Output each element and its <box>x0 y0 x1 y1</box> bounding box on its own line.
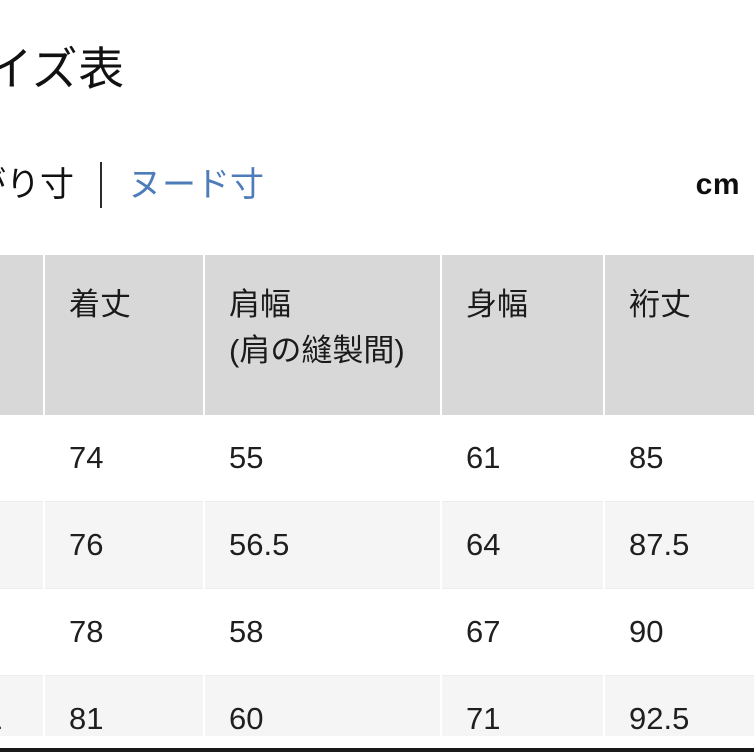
table-header-row: サイズ 着丈 肩幅 (肩の縫製間) 身幅 裄丈 <box>0 255 754 416</box>
tab-finished-measurement[interactable]: 仕上がり寸 <box>0 166 74 204</box>
cell-sleeve: 87.5 <box>604 501 754 590</box>
cell-shoulder: 55 <box>204 415 442 503</box>
table-row: XL 81 60 71 92.5 <box>0 675 754 736</box>
size-table-body: S 74 55 61 85 M 76 56.5 64 87.5 L <box>0 415 754 736</box>
cell-sleeve: 85 <box>604 415 754 503</box>
column-header-chest-label: 身幅 <box>466 287 528 322</box>
size-table-head: サイズ 着丈 肩幅 (肩の縫製間) 身幅 裄丈 <box>0 255 754 416</box>
cell-chest: 71 <box>441 675 605 736</box>
cell-shoulder: 58 <box>204 588 442 677</box>
measurement-mode-tabs: 仕上がり寸 ヌード寸 <box>0 152 754 218</box>
unit-label: cm <box>695 168 740 201</box>
cell-shoulder: 60 <box>204 675 442 736</box>
size-table: サイズ 着丈 肩幅 (肩の縫製間) 身幅 裄丈 <box>0 255 754 736</box>
cell-size: L <box>0 588 45 677</box>
column-header-length-label: 着丈 <box>69 287 131 322</box>
cell-length: 78 <box>44 588 205 677</box>
table-row: S 74 55 61 85 <box>0 415 754 503</box>
page-title: サイズ表 <box>0 42 125 95</box>
cell-chest: 61 <box>441 415 605 503</box>
column-header-shoulder: 肩幅 (肩の縫製間) <box>204 255 442 416</box>
table-row: L 78 58 67 90 <box>0 588 754 677</box>
table-row: M 76 56.5 64 87.5 <box>0 501 754 590</box>
tab-nude-measurement[interactable]: ヌード寸 <box>128 166 264 204</box>
cell-length: 76 <box>44 501 205 590</box>
cell-length: 74 <box>44 415 205 503</box>
cell-size: XL <box>0 675 45 736</box>
cell-sleeve: 92.5 <box>604 675 754 736</box>
page-title-row: サイズ表 <box>0 34 754 104</box>
page-bottom-rule <box>0 748 754 752</box>
cell-size: M <box>0 501 45 590</box>
cell-length: 81 <box>44 675 205 736</box>
size-table-wrapper: サイズ 着丈 肩幅 (肩の縫製間) 身幅 裄丈 <box>0 255 754 736</box>
column-header-size: サイズ <box>0 255 45 416</box>
column-header-length: 着丈 <box>44 255 205 416</box>
column-header-shoulder-sublabel: (肩の縫製間) <box>229 333 405 369</box>
cell-shoulder: 56.5 <box>204 501 442 590</box>
cell-size: S <box>0 415 45 503</box>
column-header-chest: 身幅 <box>441 255 605 416</box>
cell-chest: 67 <box>441 588 605 677</box>
column-header-shoulder-label: 肩幅 <box>229 287 291 322</box>
cell-chest: 64 <box>441 501 605 590</box>
column-header-sleeve: 裄丈 <box>604 255 754 416</box>
column-header-sleeve-label: 裄丈 <box>629 287 691 322</box>
cell-sleeve: 90 <box>604 588 754 677</box>
tab-divider <box>100 162 102 208</box>
